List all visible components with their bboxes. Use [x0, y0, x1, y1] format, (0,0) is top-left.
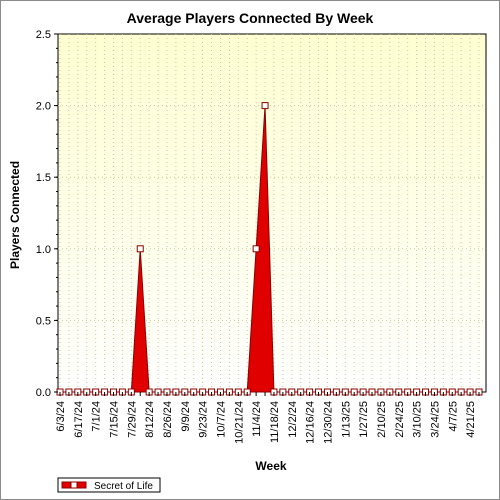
x-tick-label: 10/7/24: [215, 401, 227, 438]
x-tick-label: 11/18/24: [269, 401, 281, 443]
y-axis-title: Players Connected: [8, 161, 22, 269]
x-tick-label: 7/29/24: [126, 401, 138, 438]
x-tick-label: 1/13/25: [340, 401, 352, 438]
y-tick-label: 1.0: [36, 244, 51, 256]
x-tick-label: 6/3/24: [55, 401, 67, 432]
x-tick-label: 12/2/24: [287, 401, 299, 438]
x-tick-label: 7/15/24: [108, 401, 120, 438]
x-tick-label: 8/26/24: [162, 401, 174, 438]
x-tick-label: 9/23/24: [198, 401, 210, 438]
x-tick-label: 2/10/25: [376, 401, 388, 438]
x-tick-label: 4/7/25: [447, 401, 459, 432]
y-tick-label: 2.5: [36, 29, 51, 41]
data-point: [261, 102, 269, 110]
x-tick-label: 3/10/25: [412, 401, 424, 438]
y-tick-label: 0.0: [36, 387, 51, 399]
y-tick-label: 0.5: [36, 315, 51, 327]
y-axis: 0.0 0.5 1.0 1.5 2.0 2.5: [36, 29, 58, 399]
legend-marker: [70, 481, 78, 489]
x-tick-label: 12/16/24: [305, 401, 317, 444]
x-tick-label: 12/30/24: [322, 401, 334, 444]
grid: [58, 34, 486, 392]
chart-title: Average Players Connected By Week: [127, 10, 374, 26]
x-tick-label: 9/9/24: [180, 401, 192, 432]
x-axis: 6/3/24 6/17/24 7/1/24 7/15/24 7/29/24 8/12/24…: [55, 392, 480, 444]
x-tick-label: 10/21/24: [233, 401, 245, 444]
x-tick-label: 8/12/24: [144, 401, 156, 438]
legend: Secret of Life: [57, 477, 161, 493]
legend-label: Secret of Life: [94, 481, 153, 492]
x-tick-label: 7/1/24: [91, 401, 103, 432]
x-tick-label: 1/27/25: [358, 401, 370, 438]
data-point: [252, 245, 260, 253]
data-point: [136, 245, 144, 253]
y-tick-label: 2.0: [36, 101, 51, 113]
x-tick-label: 6/17/24: [73, 401, 85, 438]
y-tick-label: 1.5: [36, 172, 51, 184]
x-tick-label: 3/24/25: [429, 401, 441, 438]
x-axis-title: Week: [255, 459, 286, 473]
x-tick-label: 2/24/25: [394, 401, 406, 438]
x-tick-label: 11/4/24: [251, 401, 263, 437]
x-tick-label: 4/21/25: [465, 401, 477, 438]
